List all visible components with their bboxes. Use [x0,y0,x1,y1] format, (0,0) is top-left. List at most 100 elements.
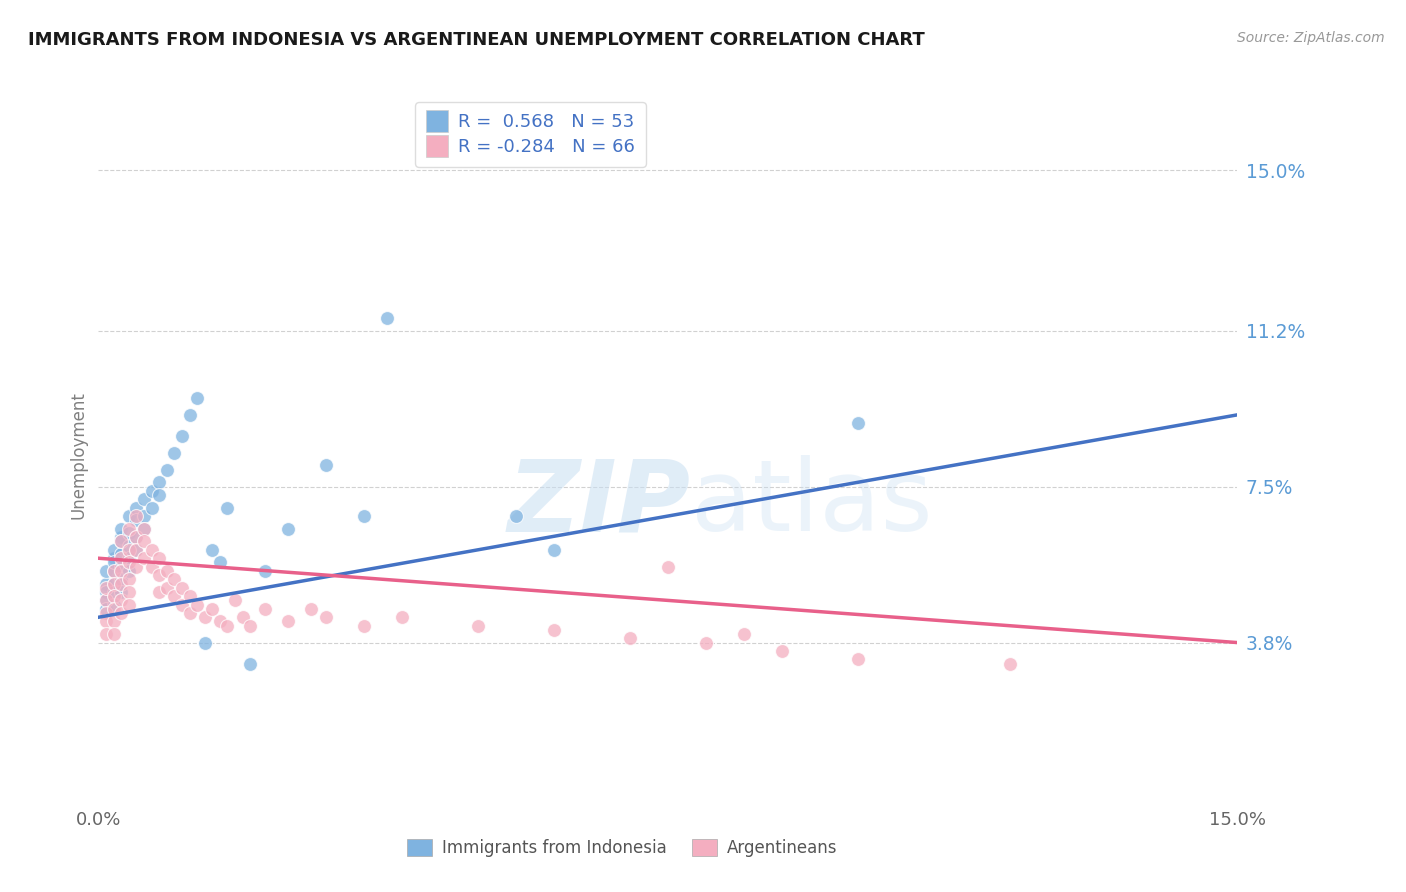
Point [118,542,141,557]
Point [353,618,375,632]
Point [163,446,186,460]
Point [695,635,717,649]
Point [299,602,322,616]
Point [232,610,254,624]
Point [94,615,117,629]
Point [201,602,224,616]
Legend: Immigrants from Indonesia, Argentineans: Immigrants from Indonesia, Argentineans [401,832,844,864]
Point [179,606,201,620]
Point [148,488,170,502]
Point [103,564,125,578]
Point [186,391,208,405]
Point [141,559,163,574]
Point [186,598,208,612]
Point [103,615,125,629]
Point [277,615,299,629]
Point [315,458,337,473]
Point [125,542,148,557]
Point [148,568,170,582]
Point [163,572,186,586]
Point [103,551,125,566]
Point [94,627,117,641]
Point [132,534,155,549]
Point [201,542,224,557]
Point [224,593,246,607]
Point [254,564,277,578]
Point [998,657,1021,671]
Point [118,522,141,536]
Point [254,602,277,616]
Point [118,539,141,553]
Point [170,598,193,612]
Point [94,564,117,578]
Point [353,509,375,524]
Point [391,610,413,624]
Text: ZIP: ZIP [508,455,690,552]
Point [733,627,755,641]
Point [103,576,125,591]
Point [125,513,148,527]
Point [543,542,565,557]
Y-axis label: Unemployment: Unemployment [69,391,87,519]
Point [170,581,193,595]
Point [619,632,641,646]
Point [110,559,132,574]
Point [94,576,117,591]
Point [118,585,141,599]
Point [657,559,679,574]
Point [110,530,132,544]
Point [846,417,869,431]
Point [148,585,170,599]
Point [132,522,155,536]
Point [208,556,231,570]
Point [315,610,337,624]
Point [110,551,132,566]
Point [132,551,155,566]
Point [163,589,186,603]
Point [141,542,163,557]
Point [118,572,141,586]
Point [239,657,262,671]
Point [110,564,132,578]
Point [118,598,141,612]
Point [103,589,125,603]
Point [103,585,125,599]
Point [103,602,125,616]
Point [94,606,117,620]
Text: Source: ZipAtlas.com: Source: ZipAtlas.com [1237,31,1385,45]
Point [118,556,141,570]
Point [94,585,117,599]
Point [110,576,132,591]
Point [543,623,565,637]
Point [208,615,231,629]
Point [156,463,179,477]
Point [118,509,141,524]
Point [125,500,148,515]
Point [179,408,201,422]
Point [132,522,155,536]
Point [103,627,125,641]
Point [148,551,170,566]
Point [110,606,132,620]
Text: IMMIGRANTS FROM INDONESIA VS ARGENTINEAN UNEMPLOYMENT CORRELATION CHART: IMMIGRANTS FROM INDONESIA VS ARGENTINEAN… [28,31,925,49]
Point [125,559,148,574]
Point [125,509,148,524]
Point [141,500,163,515]
Point [94,593,117,607]
Point [846,652,869,666]
Point [103,598,125,612]
Point [277,522,299,536]
Point [103,542,125,557]
Point [118,551,141,566]
Point [103,564,125,578]
Point [467,618,489,632]
Point [94,581,117,595]
Point [110,534,132,549]
Point [148,475,170,490]
Point [217,500,239,515]
Point [118,564,141,578]
Point [141,483,163,498]
Point [118,525,141,540]
Point [110,534,132,549]
Point [375,310,398,325]
